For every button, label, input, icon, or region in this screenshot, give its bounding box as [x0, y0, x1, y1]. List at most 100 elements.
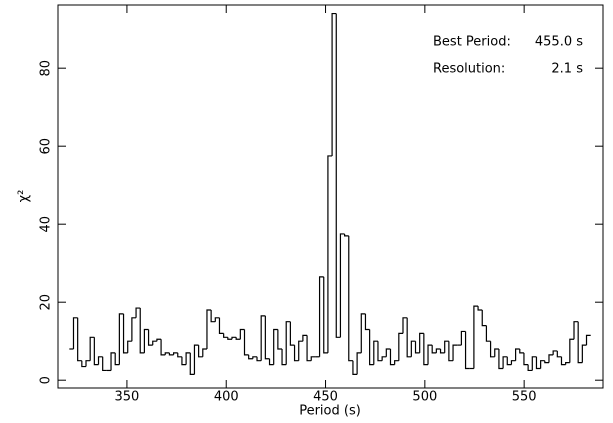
- annotation-value: 455.0 s: [535, 35, 583, 50]
- histogram-step: [364, 313, 370, 331]
- histogram-step: [298, 340, 303, 361]
- histogram-step: [448, 341, 454, 362]
- histogram-step: [323, 276, 328, 354]
- histogram-step: [381, 356, 387, 361]
- plot-frame: [57, 4, 604, 389]
- histogram-step: [97, 356, 103, 365]
- histogram-step: [260, 315, 266, 361]
- y-tick-label: 20: [39, 294, 54, 311]
- histogram-step: [302, 334, 308, 342]
- histogram-step: [214, 317, 220, 322]
- histogram-step: [506, 356, 512, 366]
- histogram-step: [389, 348, 395, 366]
- histogram-step: [427, 344, 433, 365]
- histogram-step: [510, 360, 516, 365]
- histogram-step: [498, 348, 504, 370]
- histogram-step: [131, 317, 137, 342]
- histogram-step: [439, 348, 445, 354]
- histogram-step: [585, 334, 591, 346]
- histogram-step: [223, 333, 228, 338]
- histogram-step: [464, 331, 470, 370]
- histogram-step: [331, 12, 337, 156]
- histogram-step: [102, 356, 107, 372]
- histogram-step: [139, 308, 145, 354]
- histogram-step: [560, 356, 566, 366]
- histogram-step: [85, 360, 91, 367]
- annotation-value: 2.1 s: [551, 62, 583, 77]
- y-tick-label: 80: [39, 60, 54, 77]
- histogram-step: [477, 306, 483, 311]
- histogram-step: [460, 330, 466, 346]
- histogram-step: [527, 364, 533, 372]
- histogram-step: [93, 337, 99, 366]
- histogram-step: [293, 345, 299, 362]
- histogram-step: [252, 356, 258, 359]
- histogram-step: [77, 317, 82, 362]
- histogram-step: [243, 329, 249, 356]
- histogram-step: [515, 348, 520, 361]
- histogram-step: [431, 345, 437, 354]
- histogram-step: [135, 307, 141, 318]
- histogram-step: [218, 317, 224, 334]
- histogram-step: [147, 329, 153, 346]
- histogram-step: [565, 362, 570, 365]
- histogram-step: [89, 336, 95, 361]
- histogram-step: [402, 317, 408, 334]
- histogram-step: [227, 337, 232, 340]
- histogram-step: [485, 325, 491, 342]
- histogram-step: [452, 344, 458, 361]
- x-tick-label: 550: [512, 390, 537, 405]
- histogram-step: [552, 350, 558, 355]
- histogram-step: [419, 332, 424, 353]
- histogram-step: [369, 329, 374, 366]
- histogram-step: [281, 348, 287, 366]
- histogram-step: [306, 335, 312, 362]
- x-tick-label: 450: [313, 390, 338, 405]
- histogram-step: [235, 337, 241, 340]
- histogram-step: [569, 338, 575, 363]
- histogram-step: [248, 354, 253, 360]
- histogram-step: [548, 354, 554, 363]
- histogram-step: [318, 276, 324, 357]
- histogram-step: [573, 321, 579, 340]
- y-axis-label: χ²: [17, 190, 32, 203]
- histogram-step: [164, 352, 170, 355]
- histogram-step: [531, 356, 537, 371]
- histogram-step: [373, 340, 378, 365]
- histogram-step: [494, 348, 499, 357]
- histogram-step: [185, 352, 191, 365]
- histogram-step: [285, 321, 291, 365]
- y-tick-label: 60: [39, 138, 54, 155]
- histogram-step: [264, 315, 270, 360]
- histogram-step: [168, 352, 174, 356]
- histogram-step: [406, 317, 412, 358]
- histogram-step: [189, 352, 195, 375]
- histogram-step: [160, 339, 166, 356]
- histogram-step: [72, 317, 78, 349]
- histogram-step: [414, 341, 420, 354]
- histogram-step: [473, 305, 479, 369]
- histogram-step: [339, 233, 345, 338]
- histogram-step: [385, 348, 391, 357]
- histogram-step: [256, 356, 262, 362]
- histogram-step: [398, 332, 403, 361]
- histogram-step: [273, 328, 278, 365]
- histogram-step: [177, 352, 182, 358]
- histogram-step: [239, 328, 245, 340]
- histogram-step: [202, 348, 207, 357]
- histogram-step: [523, 352, 529, 366]
- y-tick-label: 0: [39, 376, 54, 384]
- histogram-step: [231, 336, 237, 340]
- x-tick-label: 500: [412, 390, 437, 405]
- histogram-step: [535, 356, 541, 370]
- histogram-step: [556, 350, 562, 358]
- histogram-step: [489, 341, 495, 358]
- histogram-step: [210, 309, 216, 323]
- histogram-step: [289, 321, 295, 346]
- histogram-step: [348, 235, 353, 362]
- y-tick-label: 40: [39, 216, 54, 233]
- histogram-step: [181, 356, 187, 366]
- histogram-step: [502, 356, 508, 369]
- histogram-step: [394, 360, 399, 365]
- histogram-step: [114, 352, 120, 366]
